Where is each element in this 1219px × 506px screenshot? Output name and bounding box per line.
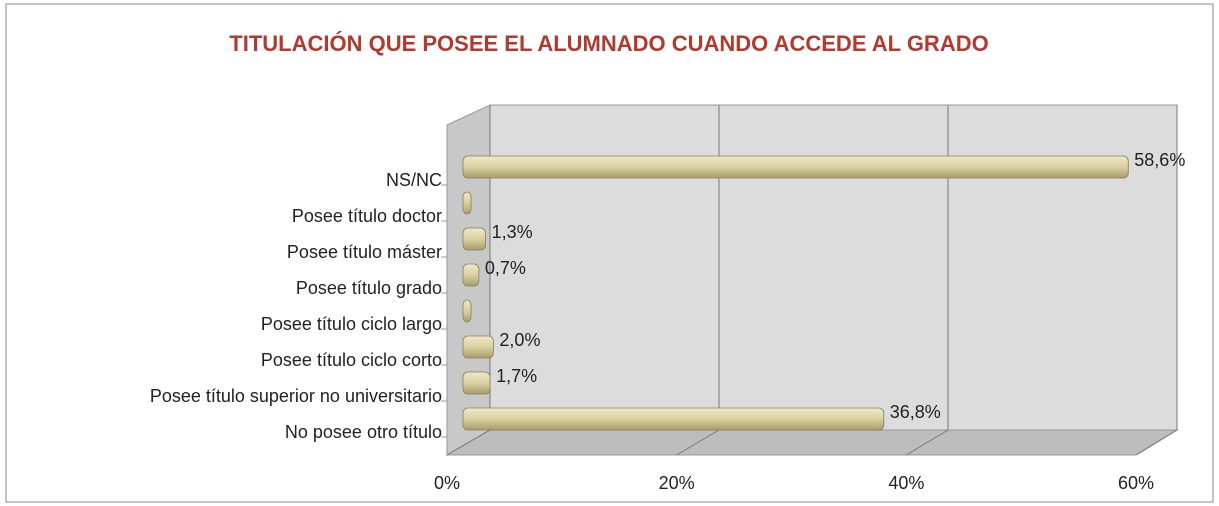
x-tick-label: 20% (659, 473, 695, 493)
floor (445, 429, 1179, 456)
bar (462, 407, 885, 431)
bar (462, 371, 491, 395)
grid-line (676, 429, 720, 456)
back-wall (489, 104, 1178, 431)
y-tick-label: NS/NC (386, 170, 442, 190)
bar (462, 263, 480, 287)
x-tick-label: 60% (1118, 473, 1154, 493)
data-label: 2,0% (499, 330, 540, 350)
grid-line (1135, 429, 1178, 456)
y-tick-label: Posee título ciclo corto (261, 350, 442, 370)
data-label: 36,8% (890, 402, 941, 422)
grid-line (446, 429, 491, 456)
data-label: 0,7% (485, 258, 526, 278)
y-tick-label: Posee título máster (287, 242, 442, 262)
data-label: 1,3% (492, 222, 533, 242)
data-label: 58,6% (1134, 150, 1185, 170)
bar (462, 335, 494, 359)
x-tick-label: 40% (888, 473, 924, 493)
bar (462, 155, 1129, 179)
y-tick-label: No posee otro título (285, 422, 442, 442)
y-tick-label: Posee título ciclo largo (261, 314, 442, 334)
y-tick-label: Posee título doctor (292, 206, 442, 226)
chart-title: TITULACIÓN QUE POSEE EL ALUMNADO CUANDO … (229, 31, 988, 56)
bar (462, 191, 472, 215)
bar (462, 227, 486, 251)
data-label: 1,7% (496, 366, 537, 386)
x-tick-label: 0% (434, 473, 460, 493)
bar (462, 299, 472, 323)
grid-line (906, 429, 949, 456)
y-tick-label: Posee título grado (296, 278, 442, 298)
y-tick-label: Posee título superior no universitario (150, 386, 442, 406)
